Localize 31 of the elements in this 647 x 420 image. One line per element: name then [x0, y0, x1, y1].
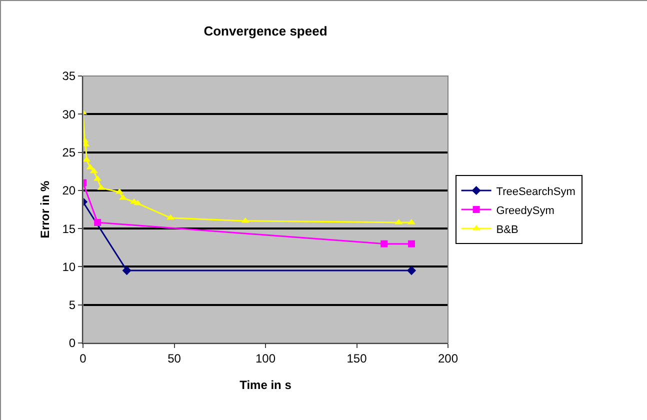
point [406, 266, 416, 276]
y-tick-label: 5 [68, 298, 76, 312]
y-tick-label: 30 [62, 107, 76, 122]
y-tick-label: 15 [62, 222, 76, 236]
point [380, 240, 388, 248]
x-tick-label: 50 [168, 351, 182, 366]
x-tick-label: 0 [80, 351, 87, 366]
point [394, 218, 403, 224]
point [122, 266, 132, 276]
point [408, 240, 415, 248]
legend-label: GreedySym [496, 204, 554, 217]
y-tick-label: 10 [62, 260, 76, 274]
x-tick-label: 100 [255, 351, 276, 366]
point [94, 218, 102, 226]
legend-label: B&B [496, 224, 518, 236]
point [94, 175, 102, 181]
point [166, 214, 175, 220]
chart-title: Convergence speed [204, 23, 328, 38]
y-tick-label: 20 [62, 184, 76, 198]
y-tick-label: 0 [68, 336, 76, 350]
point [134, 200, 142, 206]
legend-label: TreeSearchSym [496, 186, 576, 198]
y-tick-label: 35 [62, 69, 76, 84]
point [90, 168, 98, 174]
y-tick-label: 25 [62, 145, 76, 160]
x-tick-label: 150 [346, 351, 368, 366]
point [83, 156, 91, 162]
y-axis-title: Error in % [38, 180, 52, 238]
point [241, 217, 250, 223]
x-tick-label: 200 [438, 351, 458, 366]
x-axis-title: Time in s [240, 378, 292, 392]
